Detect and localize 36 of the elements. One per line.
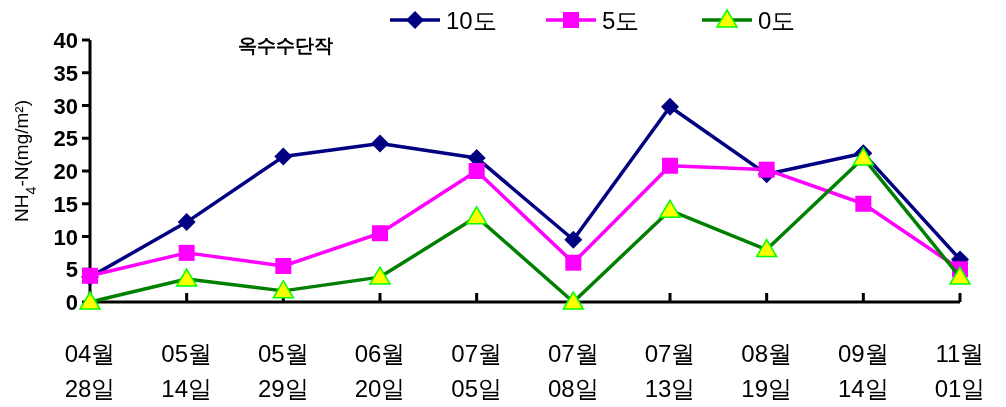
x-tick-label: 08월 19일 (741, 340, 793, 402)
point (178, 244, 195, 261)
y-tick-label: 5 (65, 257, 78, 283)
point (468, 163, 485, 179)
point (372, 225, 388, 242)
point (661, 97, 679, 116)
x-tick-label: 06월 20일 (354, 340, 406, 402)
y-tick-label: 10 (53, 224, 78, 250)
x-tick-label: 09월 14일 (837, 340, 889, 402)
legend-label: 10도 (446, 7, 497, 34)
y-tick-label: 20 (53, 159, 78, 184)
legend-label: 0도 (758, 7, 796, 34)
x-tick-label: 05월 14일 (161, 340, 213, 402)
point (758, 161, 775, 178)
legend-label: 5도 (602, 7, 640, 34)
y-tick-label: 25 (53, 126, 78, 152)
point (371, 134, 389, 153)
x-tick-label: 11월 01일 (934, 340, 986, 402)
point (274, 147, 293, 166)
y-tick-label: 15 (53, 191, 78, 217)
point (275, 257, 292, 274)
chart-title: 옥수수단작 (237, 35, 333, 56)
point (564, 230, 583, 249)
x-tick-label: 07월 05일 (451, 340, 503, 402)
point (662, 157, 678, 174)
x-tick-label: 07월 08일 (547, 340, 599, 402)
x-tick-label: 04월 28일 (64, 340, 116, 402)
x-tick-label: 05월 29일 (257, 340, 309, 402)
point (855, 195, 872, 212)
y-tick-label: 30 (53, 93, 78, 119)
y-tick-label: 0 (65, 290, 78, 315)
point (177, 213, 196, 232)
x-tick-label: 07월 13일 (644, 340, 696, 402)
point (565, 254, 582, 271)
y-tick-label: 40 (53, 28, 78, 53)
y-tick-label: 35 (53, 60, 78, 86)
